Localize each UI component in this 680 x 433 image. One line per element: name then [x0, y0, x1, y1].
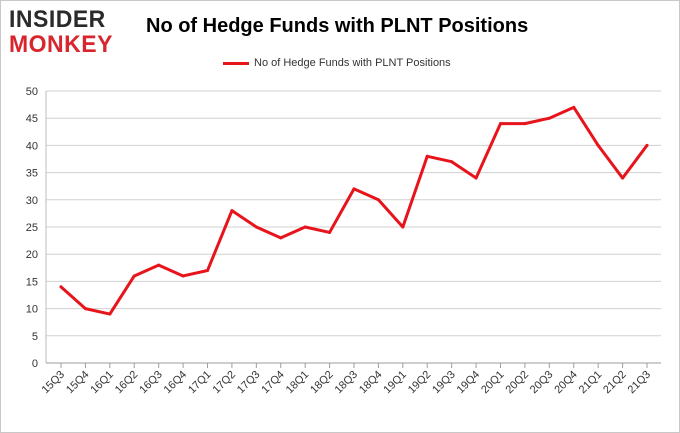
- x-tick-label: 18Q1: [284, 369, 312, 397]
- chart-legend: No of Hedge Funds with PLNT Positions: [223, 57, 451, 69]
- x-tick-label: 21Q1: [577, 369, 605, 397]
- data-point: [645, 143, 649, 147]
- insider-monkey-logo: INSIDER MONKEY: [9, 4, 129, 58]
- data-point: [499, 122, 502, 126]
- data-point: [376, 198, 380, 202]
- logo-text-bottom: MONKEY: [9, 29, 113, 58]
- x-tick-label: 18Q2: [308, 369, 336, 397]
- y-tick-label: 40: [26, 140, 38, 152]
- y-tick-labels: 0 5 10 15 20 25 30 35 40 45 50: [26, 86, 38, 370]
- x-tick-label: 20Q4: [552, 369, 580, 397]
- x-tick-label: 20Q2: [504, 369, 532, 397]
- data-point: [474, 176, 478, 180]
- data-point: [425, 154, 429, 158]
- y-tick-label: 25: [26, 222, 38, 234]
- x-tick-label: 16Q2: [113, 369, 141, 397]
- grid-lines: [46, 90, 661, 337]
- axes: [45, 91, 661, 368]
- x-tick-label: 17Q4: [259, 369, 287, 397]
- y-tick-label: 30: [26, 195, 38, 207]
- data-point: [83, 307, 87, 311]
- x-tick-label: 17Q1: [186, 369, 214, 397]
- x-tick-labels: 15Q315Q416Q116Q216Q316Q417Q117Q217Q317Q4…: [40, 369, 654, 397]
- data-point: [401, 225, 405, 229]
- x-tick-label: 19Q2: [406, 369, 434, 397]
- data-point: [450, 160, 454, 164]
- x-tick-label: 20Q3: [528, 369, 556, 397]
- series-lines: [59, 105, 649, 316]
- legend-label: No of Hedge Funds with PLNT Positions: [254, 57, 451, 69]
- y-tick-label: 0: [32, 358, 38, 370]
- x-tick-label: 16Q1: [88, 369, 116, 397]
- x-tick-label: 16Q3: [137, 369, 165, 397]
- x-tick-label: 21Q2: [601, 369, 629, 397]
- x-tick-label: 20Q1: [479, 369, 507, 397]
- x-tick-label: 15Q3: [40, 369, 68, 397]
- data-point: [621, 176, 625, 180]
- data-point: [523, 122, 527, 126]
- chart-title: No of Hedge Funds with PLNT Positions: [146, 15, 529, 37]
- x-tick-label: 15Q4: [64, 369, 92, 397]
- y-tick-label: 10: [26, 304, 38, 316]
- y-tick-label: 15: [26, 276, 38, 288]
- y-tick-label: 20: [26, 249, 38, 261]
- data-point: [59, 285, 63, 289]
- data-point: [328, 230, 332, 234]
- data-point: [181, 274, 185, 278]
- data-point: [279, 236, 283, 240]
- x-tick-label: 17Q2: [211, 369, 239, 397]
- data-point: [206, 269, 209, 273]
- x-tick-label: 17Q3: [235, 369, 263, 397]
- data-point: [230, 209, 234, 213]
- series-line: [59, 105, 649, 316]
- x-tick-label: 19Q1: [381, 369, 409, 397]
- x-tick-label: 19Q4: [455, 369, 483, 397]
- logo-text-top: INSIDER: [9, 4, 106, 33]
- x-tick-label: 19Q3: [430, 369, 458, 397]
- y-tick-label: 5: [32, 331, 38, 343]
- data-point: [108, 312, 112, 316]
- x-tick-label: 21Q3: [626, 369, 654, 397]
- y-tick-label: 50: [26, 86, 38, 98]
- data-point: [547, 116, 551, 120]
- x-tick-label: 18Q4: [357, 369, 385, 397]
- legend-swatch: [223, 61, 249, 65]
- data-point: [132, 274, 136, 278]
- data-point: [352, 187, 356, 191]
- y-tick-label: 45: [26, 113, 38, 125]
- data-point: [303, 225, 307, 229]
- x-tick-label: 16Q4: [162, 369, 190, 397]
- data-point: [596, 143, 600, 147]
- data-point: [572, 105, 576, 109]
- x-tick-label: 18Q3: [333, 369, 361, 397]
- y-tick-label: 35: [26, 168, 38, 180]
- data-point: [254, 225, 258, 229]
- data-point: [157, 263, 161, 267]
